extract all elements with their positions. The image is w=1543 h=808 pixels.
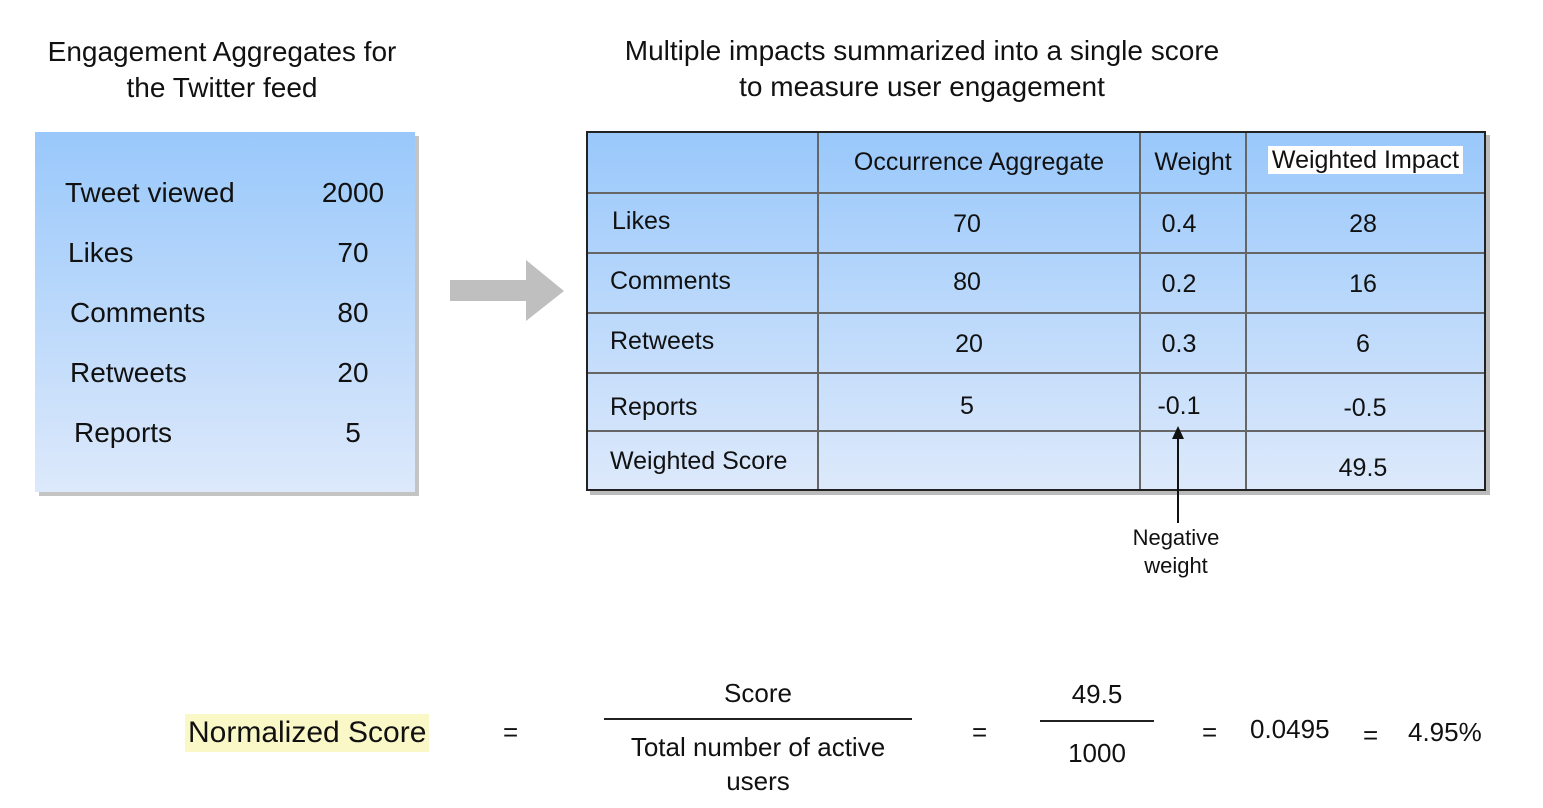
fraction-numerator: 49.5 xyxy=(1071,679,1123,709)
row-metric: Reports xyxy=(610,393,698,421)
fraction-bar xyxy=(1040,720,1154,722)
percent-result: 4.95% xyxy=(1408,717,1482,747)
row-occurrence: 70 xyxy=(953,210,981,238)
aggregate-label: Tweet viewed xyxy=(65,177,235,208)
fraction-numerator: Score xyxy=(724,678,792,708)
row-occurrence: 5 xyxy=(960,392,974,420)
note-line2: weight xyxy=(1144,553,1208,578)
total-impact: 49.5 xyxy=(1338,454,1388,482)
denominator-line2: users xyxy=(726,766,790,796)
annotation-arrow-icon xyxy=(1172,426,1184,523)
engagement-aggregates-panel: Tweet viewed 2000 Likes 70 Comments 80 R… xyxy=(35,132,415,492)
aggregate-label: Likes xyxy=(68,237,134,268)
right-panel-title: Multiple impacts summarized into a singl… xyxy=(586,33,1258,105)
row-weight: -0.1 xyxy=(1157,392,1201,420)
equals-sign: = xyxy=(503,717,519,747)
right-title-line1: Multiple impacts summarized into a singl… xyxy=(624,35,1220,66)
fraction-denominator: Total number of active users xyxy=(604,730,912,798)
header-weight: Weight xyxy=(1154,148,1232,176)
aggregate-label: Comments xyxy=(70,297,206,328)
weighted-impact-table: Occurrence Aggregate Weight Weighted Imp… xyxy=(586,131,1486,491)
right-title-line2: to measure user engagement xyxy=(739,71,1105,102)
left-panel-title: Engagement Aggregates for the Twitter fe… xyxy=(20,34,424,106)
equals-sign: = xyxy=(972,717,988,747)
header-weighted-impact-label: Weighted Impact xyxy=(1267,146,1464,174)
equals-sign: = xyxy=(1202,717,1218,747)
aggregate-value: 2000 xyxy=(321,177,385,208)
fraction-denominator: 1000 xyxy=(1068,738,1126,768)
aggregate-value: 5 xyxy=(345,417,361,448)
aggregate-row: Retweets 20 xyxy=(35,353,415,393)
right-arrow-icon xyxy=(450,260,564,321)
header-weighted-impact: Weighted Impact xyxy=(1247,145,1484,175)
aggregate-row: Tweet viewed 2000 xyxy=(35,173,415,213)
decimal-result: 0.0495 xyxy=(1250,714,1330,744)
aggregate-value: 80 xyxy=(337,297,369,328)
header-occurrence: Occurrence Aggregate xyxy=(853,148,1105,176)
left-title-line1: Engagement Aggregates for xyxy=(47,36,397,67)
denominator-line1: Total number of active xyxy=(630,732,886,762)
row-metric: Likes xyxy=(612,207,671,235)
aggregate-row: Reports 5 xyxy=(35,413,415,453)
row-weight: 0.4 xyxy=(1161,210,1197,238)
aggregate-row: Likes 70 xyxy=(35,233,415,273)
row-weight: 0.2 xyxy=(1161,270,1197,298)
row-impact: -0.5 xyxy=(1343,394,1387,422)
negative-weight-note: Negative weight xyxy=(1110,524,1242,580)
aggregate-value: 70 xyxy=(337,237,369,268)
row-occurrence: 80 xyxy=(953,268,981,296)
aggregate-value: 20 xyxy=(337,357,369,388)
aggregate-row: Comments 80 xyxy=(35,293,415,333)
row-occurrence: 20 xyxy=(955,330,983,358)
fraction-bar xyxy=(604,718,912,720)
row-metric: Retweets xyxy=(610,327,715,355)
row-impact: 16 xyxy=(1349,270,1377,298)
row-weight: 0.3 xyxy=(1161,330,1197,358)
row-impact: 6 xyxy=(1356,330,1370,358)
total-label: Weighted Score xyxy=(610,447,788,475)
note-line1: Negative xyxy=(1132,525,1220,550)
row-metric: Comments xyxy=(610,267,731,295)
normalized-score-label: Normalized Score xyxy=(185,714,430,752)
equals-sign: = xyxy=(1363,720,1379,750)
aggregate-label: Reports xyxy=(74,417,173,448)
aggregate-label: Retweets xyxy=(70,357,187,388)
left-title-line2: the Twitter feed xyxy=(126,72,318,103)
row-impact: 28 xyxy=(1349,210,1377,238)
